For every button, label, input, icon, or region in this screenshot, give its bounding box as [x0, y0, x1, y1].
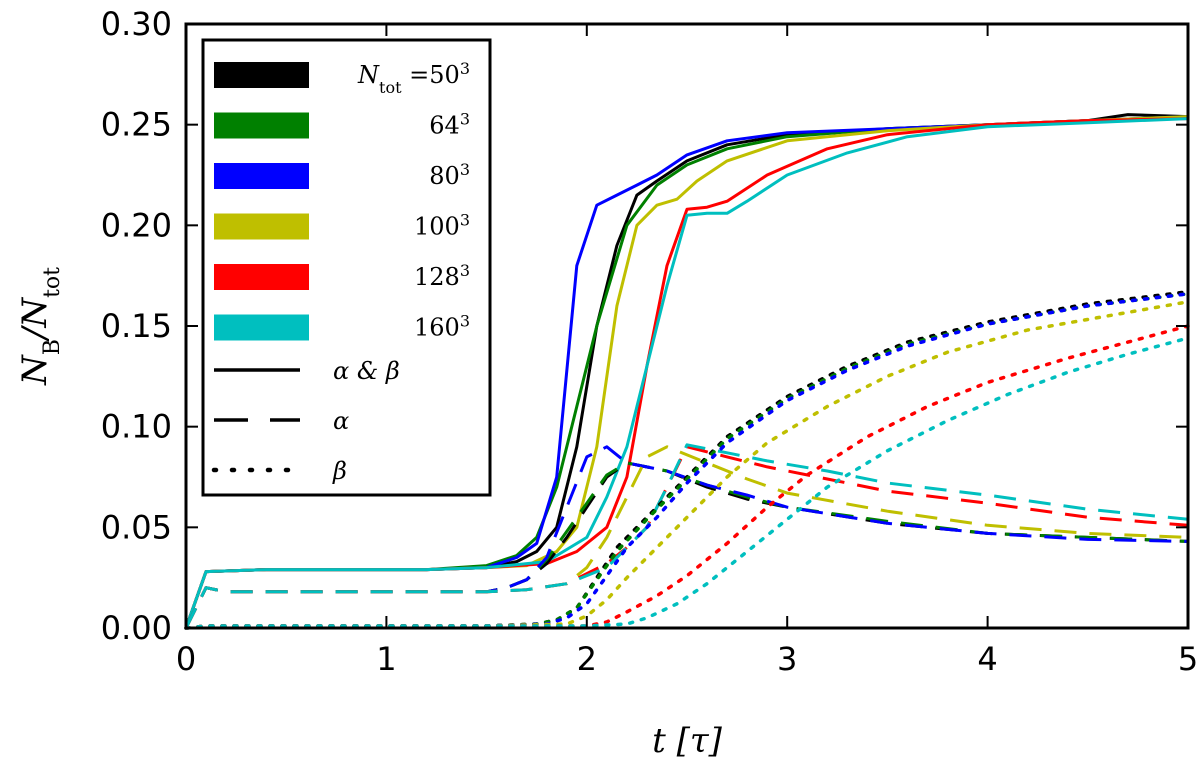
- series-line-15: [184, 300, 1190, 630]
- legend-style-label-0: α & β: [333, 357, 400, 385]
- y-tick-label: 0.20: [101, 206, 172, 244]
- y-axis-label: NB/Ntot: [15, 267, 65, 386]
- series-line-12: [184, 290, 1190, 630]
- axis-labels: t [τ] NB/Ntot: [15, 267, 723, 760]
- series-line-11: [184, 443, 1189, 629]
- series-line-16: [184, 324, 1190, 630]
- legend-swatch-3: [214, 213, 309, 240]
- series-layer: [184, 113, 1190, 630]
- series-line-17: [184, 336, 1190, 630]
- legend-swatch-5: [214, 314, 309, 341]
- legend-swatch-0: [214, 62, 309, 88]
- series-line-5: [184, 117, 1189, 629]
- legend-swatch-4: [214, 264, 309, 290]
- x-tick-label: 2: [577, 640, 597, 678]
- y-tick-label: 0.30: [101, 5, 172, 43]
- y-tick-label: 0.25: [101, 106, 172, 144]
- legend-label-1: 643: [429, 109, 470, 140]
- legend-swatch-2: [214, 163, 309, 189]
- legend-label-2: 803: [429, 160, 470, 191]
- y-tick-label: 0.10: [101, 408, 172, 446]
- x-tick-label: 4: [977, 640, 997, 678]
- x-tick-label: 3: [777, 640, 797, 678]
- legend-label-4: 1283: [414, 261, 470, 292]
- y-tick-label: 0.05: [101, 508, 172, 546]
- y-tick-label: 0.15: [101, 307, 172, 345]
- legend: Ntot =503 643 803 1003 1283 1603 α & β αβ: [201, 38, 492, 497]
- legend-style-label-1: α: [333, 407, 349, 435]
- x-axis-label: t [τ]: [652, 721, 723, 760]
- x-tick-label: 5: [1178, 640, 1198, 678]
- legend-label-5: 1603: [414, 311, 470, 342]
- legend-swatch-1: [214, 112, 309, 139]
- legend-label-3: 1003: [414, 210, 470, 241]
- y-tick-label: 0.00: [101, 609, 172, 647]
- axes-layer: 0 1 2 3 4 5 0.00 0.05 0.10 0.15 0.20 0.25 0.30: [101, 5, 1198, 678]
- x-tick-label: 1: [376, 640, 396, 678]
- x-tick-label: 0: [176, 640, 196, 678]
- legend-label-0: Ntot =503: [357, 59, 470, 97]
- legend-style-label-2: β: [332, 457, 347, 485]
